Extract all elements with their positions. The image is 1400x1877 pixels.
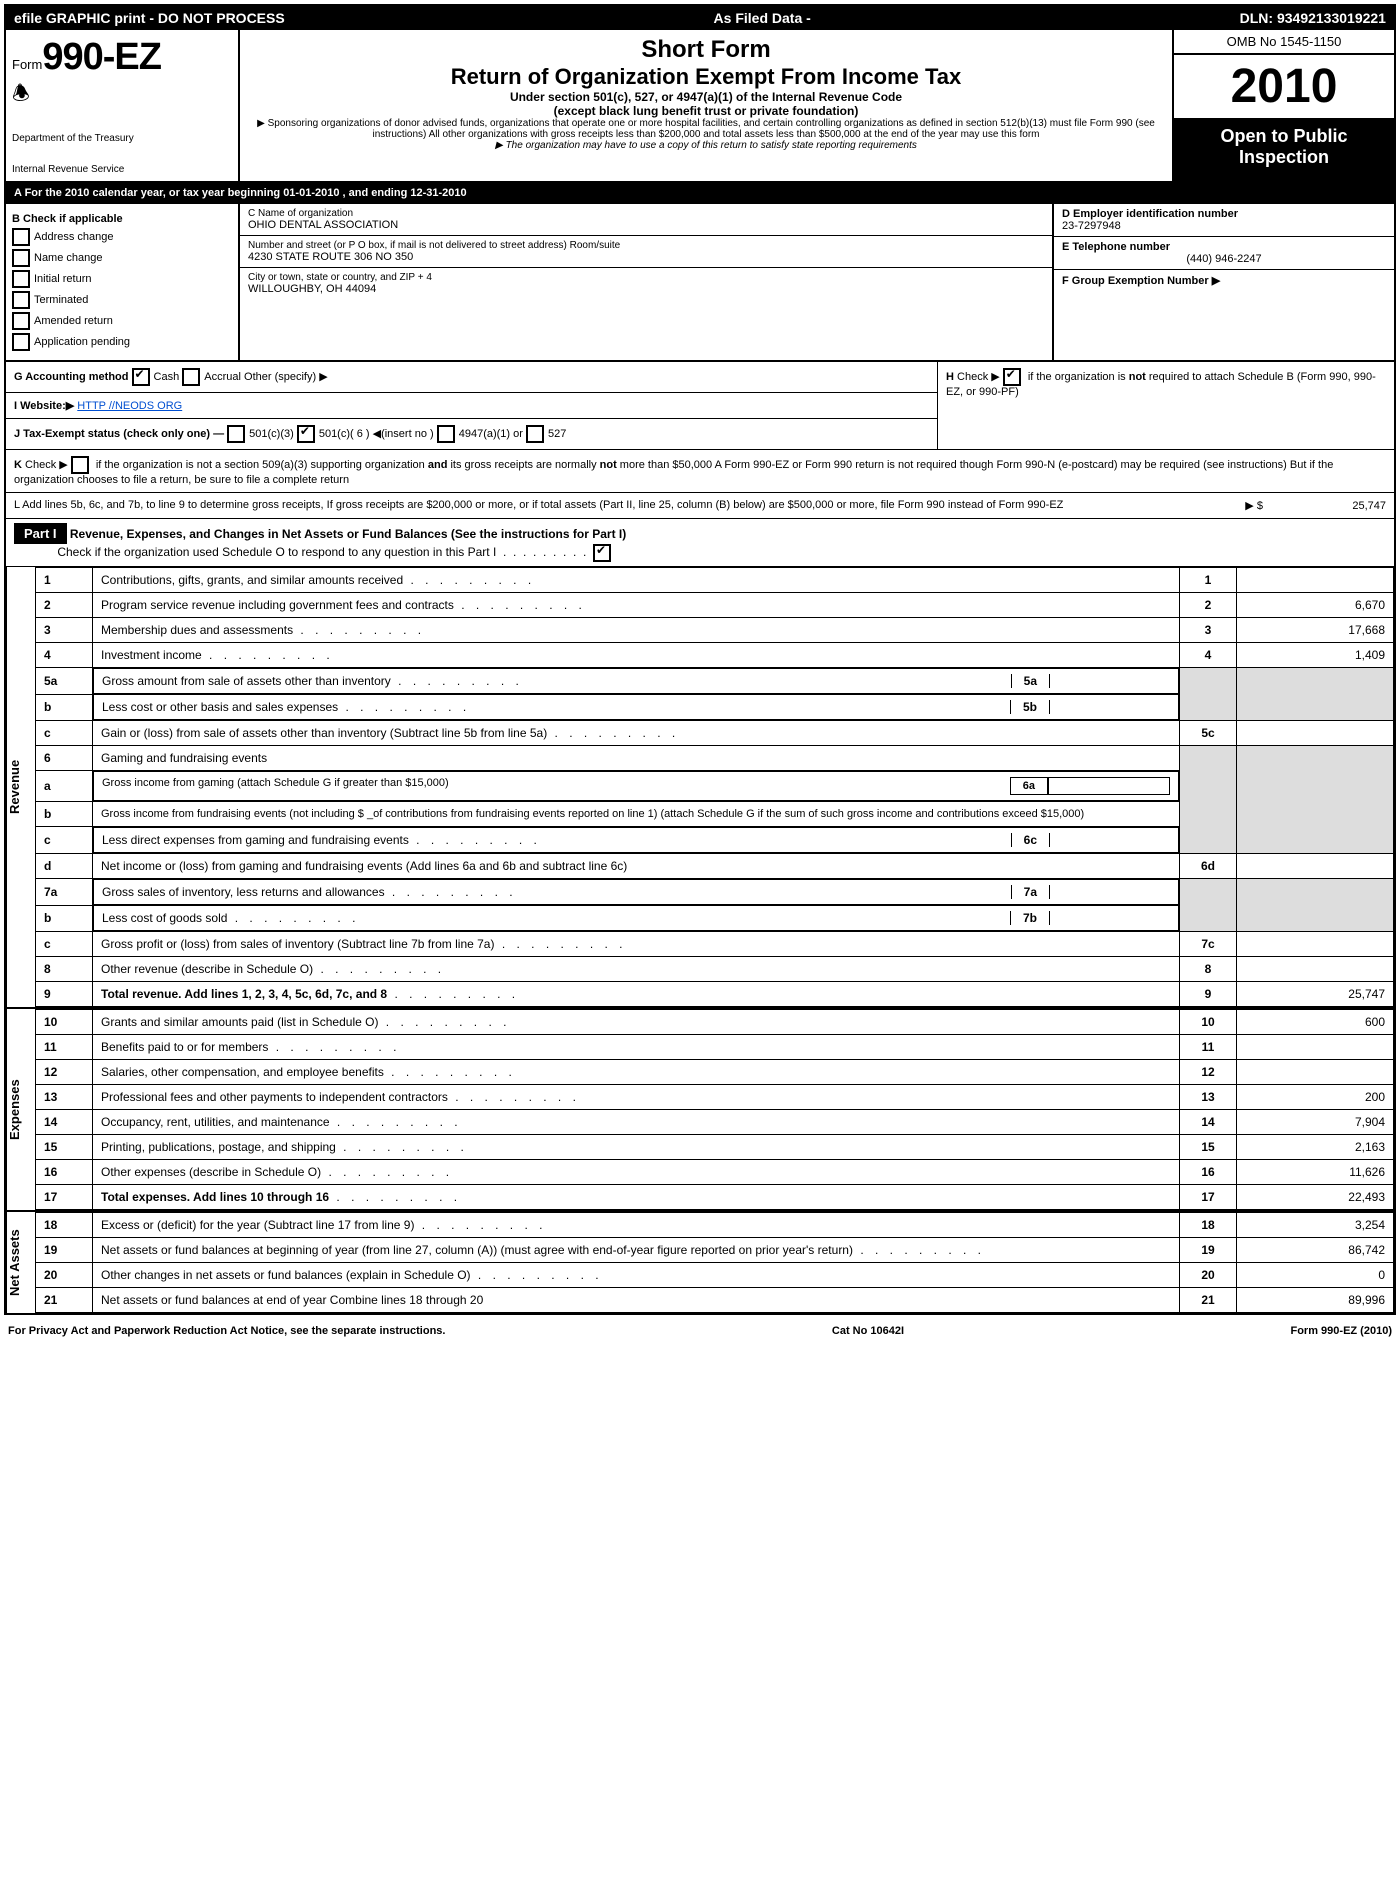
dept-treasury: Department of the Treasury xyxy=(12,133,232,144)
form-title: Return of Organization Exempt From Incom… xyxy=(246,64,1166,90)
city-label: City or town, state or country, and ZIP … xyxy=(248,272,1044,283)
chk-k[interactable] xyxy=(71,456,89,474)
d-label: D Employer identification number xyxy=(1062,208,1386,220)
footer-left: For Privacy Act and Paperwork Reduction … xyxy=(8,1325,445,1337)
part1-header-row: Part I Revenue, Expenses, and Changes in… xyxy=(6,519,1394,567)
line-l: L Add lines 5b, 6c, and 7b, to line 9 to… xyxy=(6,493,1394,519)
expenses-section: Expenses 10Grants and similar amounts pa… xyxy=(6,1009,1394,1212)
dln-label: DLN: 93492133019221 xyxy=(1240,10,1386,26)
header-right: OMB No 1545-1150 2010 Open to Public Ins… xyxy=(1172,30,1394,181)
expenses-label: Expenses xyxy=(6,1009,35,1210)
tax-year: 2010 xyxy=(1174,55,1394,120)
section-c: C Name of organization OHIO DENTAL ASSOC… xyxy=(240,204,1052,360)
chk-address-change[interactable]: Address change xyxy=(12,228,232,246)
line-h: H Check ▶ if the organization is not req… xyxy=(937,362,1394,450)
section-b: B Check if applicable Address change Nam… xyxy=(6,204,240,360)
org-city: WILLOUGHBY, OH 44094 xyxy=(248,283,1044,295)
chk-name-change[interactable]: Name change xyxy=(12,249,232,267)
chk-501c3[interactable] xyxy=(227,425,245,443)
org-block: B Check if applicable Address change Nam… xyxy=(6,204,1394,362)
revenue-section: Revenue 1Contributions, gifts, grants, a… xyxy=(6,567,1394,1009)
efile-label: efile GRAPHIC print - DO NOT PROCESS xyxy=(14,10,285,26)
ein-value: 23-7297948 xyxy=(1062,220,1386,232)
netassets-table: 18Excess or (deficit) for the year (Subt… xyxy=(35,1212,1394,1313)
form-990ez-page: efile GRAPHIC print - DO NOT PROCESS As … xyxy=(4,4,1396,1315)
part1-title: Revenue, Expenses, and Changes in Net As… xyxy=(70,527,626,541)
footer: For Privacy Act and Paperwork Reduction … xyxy=(0,1319,1400,1343)
chk-pending[interactable]: Application pending xyxy=(12,333,232,351)
header-mid: Short Form Return of Organization Exempt… xyxy=(240,30,1172,181)
dept-irs: Internal Revenue Service xyxy=(12,164,232,175)
c-label: C Name of organization xyxy=(248,208,1044,219)
footer-right: Form 990-EZ (2010) xyxy=(1290,1325,1392,1337)
line-k: K Check ▶ if the organization is not a s… xyxy=(6,450,1394,493)
line-g: G Accounting method Cash Accrual Other (… xyxy=(6,362,937,393)
section-def: D Employer identification number 23-7297… xyxy=(1052,204,1394,360)
as-filed-label: As Filed Data - xyxy=(714,10,811,26)
chk-4947[interactable] xyxy=(437,425,455,443)
l-amount: 25,747 xyxy=(1266,500,1386,512)
revenue-table: 1Contributions, gifts, grants, and simil… xyxy=(35,567,1394,1007)
website-link[interactable]: HTTP //NEODS ORG xyxy=(77,400,182,412)
chk-terminated[interactable]: Terminated xyxy=(12,291,232,309)
form-number: Form990-EZ xyxy=(12,36,232,79)
top-bar: efile GRAPHIC print - DO NOT PROCESS As … xyxy=(6,6,1394,30)
chk-schedule-o[interactable] xyxy=(593,544,611,562)
org-name: OHIO DENTAL ASSOCIATION xyxy=(248,219,1044,231)
chk-527[interactable] xyxy=(526,425,544,443)
netassets-label: Net Assets xyxy=(6,1212,35,1313)
header-row: Form990-EZ 🕭 Department of the Treasury … xyxy=(6,30,1394,183)
revenue-label: Revenue xyxy=(6,567,35,1007)
form-sub1: Under section 501(c), 527, or 4947(a)(1)… xyxy=(246,90,1166,104)
form-sub2: (except black lung benefit trust or priv… xyxy=(246,104,1166,118)
chk-amended[interactable]: Amended return xyxy=(12,312,232,330)
section-b-hdr: B Check if applicable xyxy=(12,213,232,225)
org-address: 4230 STATE ROUTE 306 NO 350 xyxy=(248,251,1044,263)
part1-sub: Check if the organization used Schedule … xyxy=(57,545,496,559)
footer-mid: Cat No 10642I xyxy=(832,1325,904,1337)
chk-cash[interactable] xyxy=(132,368,150,386)
row-a-taxyear: A For the 2010 calendar year, or tax yea… xyxy=(6,183,1394,204)
line-j: J Tax-Exempt status (check only one) — 5… xyxy=(6,419,937,450)
f-label: F Group Exemption Number ▶ xyxy=(1062,274,1386,287)
row-g-h-i-j: G Accounting method Cash Accrual Other (… xyxy=(6,362,1394,450)
phone-value: (440) 946-2247 xyxy=(1062,253,1386,265)
header-left: Form990-EZ 🕭 Department of the Treasury … xyxy=(6,30,240,181)
short-form-label: Short Form xyxy=(246,36,1166,64)
netassets-section: Net Assets 18Excess or (deficit) for the… xyxy=(6,1212,1394,1313)
omb-no: OMB No 1545-1150 xyxy=(1174,30,1394,55)
chk-h[interactable] xyxy=(1003,368,1021,386)
form-note1: ▶ Sponsoring organizations of donor advi… xyxy=(246,118,1166,140)
expenses-table: 10Grants and similar amounts paid (list … xyxy=(35,1009,1394,1210)
form-prefix: Form xyxy=(12,57,42,72)
open-to-public: Open to Public Inspection xyxy=(1174,120,1394,181)
form-note2: ▶ The organization may have to use a cop… xyxy=(246,140,1166,151)
e-label: E Telephone number xyxy=(1062,241,1386,253)
chk-501c[interactable] xyxy=(297,425,315,443)
part1-tag: Part I xyxy=(14,523,67,544)
addr-label: Number and street (or P O box, if mail i… xyxy=(248,240,1044,251)
chk-accrual[interactable] xyxy=(182,368,200,386)
line-i: I Website:▶ HTTP //NEODS ORG xyxy=(6,393,937,419)
chk-initial-return[interactable]: Initial return xyxy=(12,270,232,288)
form-no-value: 990-EZ xyxy=(42,36,161,78)
